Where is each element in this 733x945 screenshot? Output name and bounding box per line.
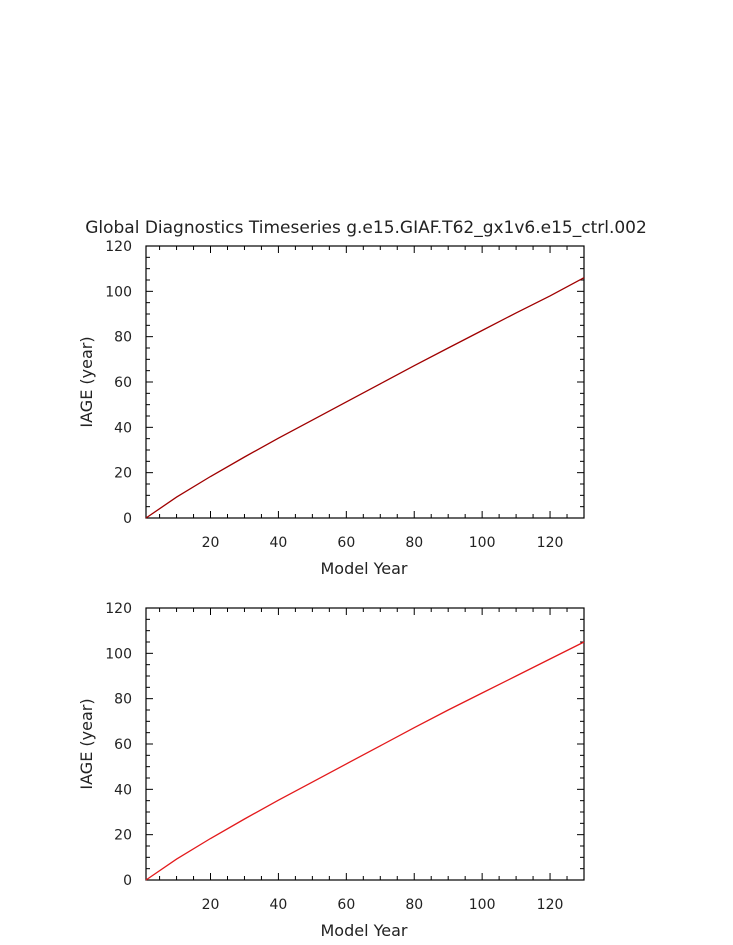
y-tick-label: 40 bbox=[114, 420, 132, 436]
y-tick-label: 100 bbox=[105, 646, 132, 662]
x-tick-label: 80 bbox=[405, 897, 423, 913]
y-tick-label: 60 bbox=[114, 375, 132, 391]
y-tick-label: 100 bbox=[105, 284, 132, 300]
y-tick-label: 80 bbox=[114, 692, 132, 708]
x-axis-label: Model Year bbox=[321, 921, 408, 940]
series-line bbox=[145, 641, 585, 881]
x-tick-label: 100 bbox=[469, 897, 496, 913]
x-tick-label: 40 bbox=[270, 535, 288, 551]
x-tick-label: 40 bbox=[270, 897, 288, 913]
x-tick-label: 60 bbox=[337, 535, 355, 551]
plot-frame bbox=[145, 607, 585, 881]
plot-frame bbox=[145, 245, 585, 519]
x-tick-label: 20 bbox=[202, 535, 220, 551]
y-tick-label: 20 bbox=[114, 466, 132, 482]
y-tick-label: 0 bbox=[123, 873, 132, 889]
x-tick-label: 80 bbox=[405, 535, 423, 551]
plot-top: 0 20 40 60 80 100 120 20 40 60 80 100 120 Model Year I… bbox=[77, 239, 585, 578]
plot-bottom: 0 20 40 60 80 100 120 20 40 60 80 100 120 Model Year I… bbox=[77, 601, 585, 940]
x-tick-label: 20 bbox=[202, 897, 220, 913]
y-tick-label: 40 bbox=[114, 782, 132, 798]
x-tick-label: 120 bbox=[537, 897, 564, 913]
y-tick-label: 20 bbox=[114, 828, 132, 844]
y-axis-label: IAGE (year) bbox=[77, 336, 96, 427]
figure-title: Global Diagnostics Timeseries g.e15.GIAF… bbox=[85, 218, 647, 238]
x-tick-label: 120 bbox=[537, 535, 564, 551]
y-tick-label: 0 bbox=[123, 511, 132, 527]
x-tick-label: 60 bbox=[337, 897, 355, 913]
x-tick-label: 100 bbox=[469, 535, 496, 551]
y-axis-label: IAGE (year) bbox=[77, 698, 96, 789]
y-tick-label: 120 bbox=[105, 601, 132, 617]
y-tick-label: 60 bbox=[114, 737, 132, 753]
x-axis-label: Model Year bbox=[321, 559, 408, 578]
series-line bbox=[145, 277, 585, 519]
y-tick-label: 80 bbox=[114, 330, 132, 346]
y-tick-label: 120 bbox=[105, 239, 132, 255]
